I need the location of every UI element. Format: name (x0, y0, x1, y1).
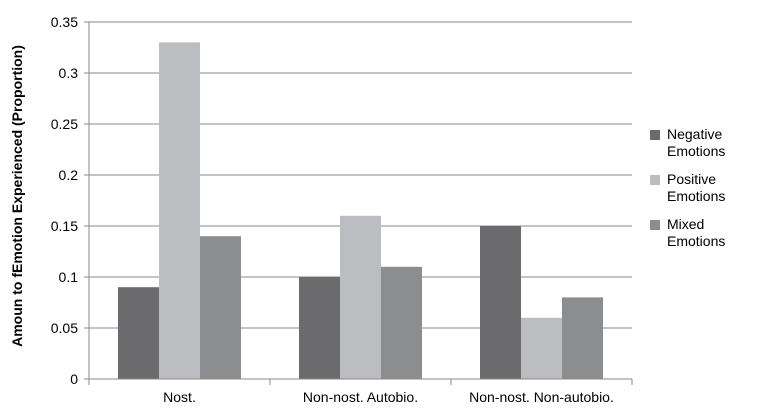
x-tick-label: Non-nost. Autobio. (303, 389, 418, 405)
y-tick-label: 0.1 (59, 269, 79, 285)
legend-item: Mixed Emotions (650, 216, 725, 249)
bar (299, 277, 340, 379)
legend-item: Negative Emotions (650, 126, 725, 159)
y-tick-labels: 0 0.05 0.1 0.15 0.2 0.25 0.3 0.35 (51, 14, 78, 387)
bar (118, 287, 159, 379)
legend-swatch (650, 130, 660, 140)
bars (118, 42, 603, 380)
bar (521, 317, 562, 379)
legend-swatch (650, 175, 660, 185)
y-axis-label: Amoun to fEmotion Experienced (Proportio… (9, 45, 25, 347)
y-tick-label: 0.05 (51, 320, 78, 336)
y-tick-label: 0.25 (51, 116, 78, 132)
legend-label: Positive Emotions (667, 171, 725, 204)
y-tick-label: 0.2 (59, 167, 79, 183)
bar (480, 226, 521, 379)
legend-label: Negative Emotions (667, 126, 725, 159)
bar (159, 42, 200, 380)
y-tick-label: 0.15 (51, 218, 78, 234)
y-tick-label: 0.35 (51, 14, 78, 30)
x-tick-label: Non-nost. Non-autobio. (469, 389, 614, 405)
legend: Negative Emotions Positive Emotions Mixed Emo… (650, 126, 725, 249)
legend-label: Mixed Emotions (667, 216, 725, 249)
bar (340, 215, 381, 379)
bar (562, 297, 603, 379)
bar (200, 236, 241, 379)
y-tick-label: 0 (70, 371, 78, 387)
bar (381, 266, 422, 379)
legend-item: Positive Emotions (650, 171, 725, 204)
x-tick-labels: Nost. Non-nost. Autobio. Non-nost. Non-aut… (163, 389, 614, 405)
y-tick-label: 0.3 (59, 65, 79, 81)
x-tick-label: Nost. (163, 389, 196, 405)
legend-swatch (650, 220, 660, 230)
axes (84, 21, 633, 385)
